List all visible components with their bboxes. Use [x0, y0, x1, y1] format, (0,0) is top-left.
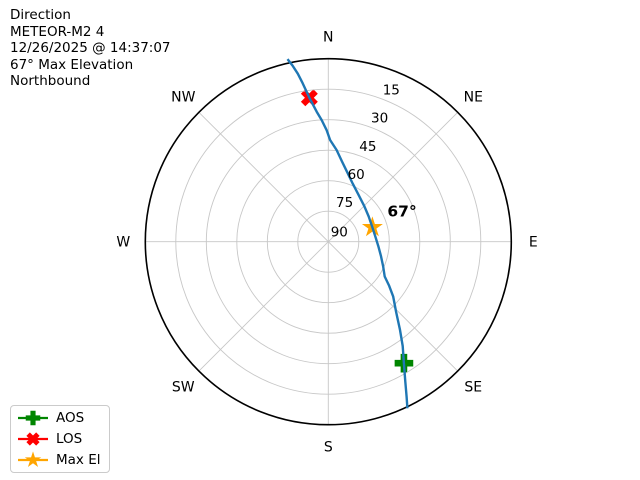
elevation-tick-label: 30 — [371, 111, 388, 127]
compass-label-se: SE — [464, 380, 482, 396]
compass-label-nw: NW — [171, 90, 195, 106]
elevation-tick-label: 75 — [336, 195, 353, 211]
elevation-tick-label: 90 — [331, 225, 348, 241]
legend-item-max-el: Max El — [15, 450, 100, 471]
compass-label-n: N — [323, 30, 333, 46]
aos-plus-icon — [18, 410, 48, 425]
pass-info-title: Direction — [10, 7, 71, 23]
legend-label-max-el: Max El — [56, 452, 101, 469]
polar-grid — [145, 58, 512, 425]
compass-spoke — [198, 111, 459, 372]
pass-info-max-elevation: 67° Max Elevation — [10, 56, 134, 73]
pass-info-block: Direction METEOR-M2 4 12/26/2025 @ 14:37… — [10, 7, 171, 90]
pass-info-satellite: METEOR-M2 4 — [10, 23, 105, 40]
satellite-track — [286, 58, 409, 409]
legend-x-glyph — [26, 432, 40, 446]
elevation-tick-label: 15 — [383, 83, 400, 99]
legend-star-glyph — [24, 451, 42, 468]
pass-info-datetime: 12/26/2025 @ 14:37:07 — [10, 40, 171, 57]
legend-plus-glyph — [25, 410, 41, 425]
compass-label-e: E — [529, 235, 538, 251]
legend: AOS LOS Max El — [10, 405, 111, 474]
max-el-annotation: 67° — [387, 202, 416, 220]
compass-label-sw: SW — [172, 380, 195, 396]
horizon-circle — [144, 57, 513, 426]
legend-label-aos: AOS — [56, 409, 85, 426]
legend-item-los: LOS — [15, 428, 100, 449]
elevation-tick-labels: 15 30 45 60 75 90 — [331, 83, 400, 241]
max-el-star-icon — [18, 451, 48, 468]
compass-labels: N NE E SE S SW W NW — [116, 30, 537, 456]
legend-label-los: LOS — [56, 431, 83, 448]
compass-label-w: W — [116, 235, 130, 251]
elevation-tick-label: 60 — [348, 167, 365, 183]
legend-item-aos: AOS — [15, 407, 100, 428]
los-x-icon — [18, 432, 48, 446]
elevation-tick-label: 45 — [359, 139, 376, 155]
pass-info-direction: Northbound — [10, 73, 91, 90]
compass-label-ne: NE — [464, 90, 483, 106]
compass-label-s: S — [324, 440, 333, 456]
